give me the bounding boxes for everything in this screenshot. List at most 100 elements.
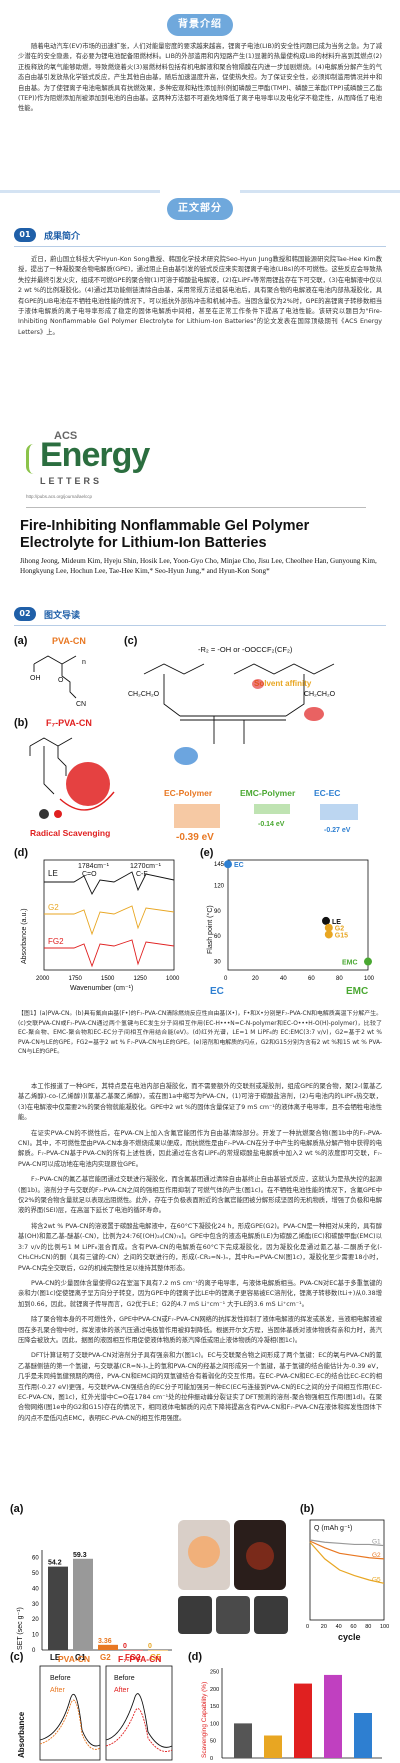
section-01-paragraph: 近日，蔚山国立科技大学Hyun-Kon Song教授、韩国化学技术研究院Seo-… [18,256,382,336]
set-bar-label: G5 [150,1653,161,1662]
section-underline-2 [14,625,386,626]
flash-tick-y: 120 [214,883,225,889]
ir-trace-le [44,871,175,895]
ec-polymer-bar [174,804,220,828]
cycle-tick: 0 [306,1624,309,1630]
divider-right [240,190,400,193]
flash-tick-y: 145 [214,862,225,868]
flash-point-label: EMC [342,960,358,967]
pva-oh-label: OH [30,675,41,682]
divider-left [0,190,160,193]
ir-series-g2: G2 [48,903,59,912]
ec-ec-bar [320,804,358,820]
journal-rule [26,507,366,508]
fig1-label-e: (e) [200,847,214,859]
journal-swoosh-icon [26,444,41,474]
set-tick: 50 [32,1571,39,1577]
flash-point-label: G15 [335,932,348,939]
cycle-series-label: G1 [372,1539,381,1546]
radical-sphere-icon [66,762,110,806]
crosslinked-structure [143,663,335,744]
set-bar [48,1566,68,1650]
set-bar-label: G1 [75,1653,86,1662]
f-radical-icon [54,810,62,818]
flash-point-label: LE [332,919,341,926]
flash-tick-x: 20 [252,976,259,982]
f7-pva-cn-structure [29,737,73,795]
flash-plot-frame [227,859,369,971]
flash-point [324,930,333,939]
cycle-tick: 60 [350,1624,356,1630]
scavenging-bar-chart: 0 50 100 150 200 250 [210,1668,382,1762]
pva-cn-label: CN [76,701,86,708]
paper-authors: Jihong Jeong, Mideum Kim, Hyeju Shin, Ho… [20,557,377,575]
cycle-tick: 80 [365,1624,371,1630]
absorb-right-before [105,1693,173,1748]
cycle-series-label: G5 [372,1576,381,1583]
body-paragraph-1: 本工作报道了一种GPE，其特点是在电池内部自凝胶化，而不需要额外的交联剂或凝胶剂… [18,1083,382,1122]
ir-tick-label: 1500 [101,976,115,982]
journal-letters: LETTERS [40,476,103,486]
absorb-right-frame [105,1665,173,1761]
burn-photo-g5 [254,1596,288,1634]
ir-series-le: LE [48,869,58,878]
paper-title: Fire-Inhibiting Nonflammable Gel Polymer… [20,518,310,551]
cycle-tick: 40 [336,1624,342,1630]
body-paragraph-6: 除了聚合物本身的不可燃性外，GPE中PVA-CN或F₇-PVA-CN网络的抗挥发… [18,1316,382,1344]
journal-name: Energy [40,436,150,474]
body-paragraph-5: PVA-CN的少量固体含量使得G2在室温下具有7.2 mS cm⁻¹的离子电导率… [18,1279,382,1308]
set-value-label: 59.3 [73,1552,87,1559]
ir-tick-label: 2000 [36,976,50,982]
section-01: 01 成果简介 近日，蔚山国立科技大学Hyun-Kon Song教授、韩国化学技… [0,228,400,338]
section-pill-main: 正文部分 [167,198,233,220]
pva-o-label: O [58,677,64,684]
paper-heading: Fire-Inhibiting Nonflammable Gel Polymer… [20,518,382,576]
ev-ec-ec: -0.27 eV [324,827,351,834]
figure-1-caption: 【图1】(a)PVA-CN。(b)具有氟自由基(F•)的F₇-PVA-CN清除燃… [18,1011,382,1056]
flash-tick-x: 100 [364,976,375,982]
set-tick: 30 [32,1602,39,1608]
scav-tick: 50 [210,1739,216,1745]
section-pill-background: 背景介绍 [167,14,233,36]
flash-tick-y: 30 [214,960,221,966]
section-title-2: 图文导读 [44,610,81,621]
scav-bar [234,1723,252,1758]
cycle-ylabel: Q (mAh g⁻¹) [314,1525,352,1532]
fig2-label-d: (d) [188,1651,202,1663]
flash-point [364,957,372,966]
flash-ticks: 0 20 40 60 80 100 30 60 90 120 145 [214,862,375,982]
radical-arrow-icon [59,791,115,811]
absorb-before-right: Before [114,1675,135,1682]
ir-xlabel: Wavenumber (cm⁻¹) [70,985,133,992]
section-number-2: 02 [14,607,36,621]
flash-tick-x: 40 [280,976,287,982]
ec-molecule-icon-2 [252,679,264,689]
cycle-line-chart: G1 G2 G5 0 20 40 60 80 100 [306,1539,389,1630]
ir-peak1b: C=O [82,871,97,878]
scav-tick: 0 [210,1756,213,1762]
absorb-right-after [105,1708,173,1752]
solvent-molecule-icon [304,707,324,721]
journal-acs: ACS [54,430,78,442]
fig1-label-d: (d) [14,847,28,859]
fig1-label-a: (a) [14,635,28,647]
body-paragraph-3: F₇-PVA-CN的氟乙基官能团通过交联进行凝胶化，而含氟基团通过清除自由基终止… [18,1176,382,1215]
scav-ylabel: Scavenging Capability (%) [201,1682,208,1758]
background-header: 背景介绍 [0,14,400,36]
absorb-before-left: Before [50,1675,71,1682]
main-header: 正文部分 [0,198,400,220]
r2-definition: -R₂ = -OH or -OOCCF₂(CF₂) [198,645,293,654]
figure-1-caption-block: 【图1】(a)PVA-CN。(b)具有氟自由基(F•)的F₇-PVA-CN清除燃… [0,1010,400,1058]
ir-plot-frame [43,859,175,971]
burn-photo-g2 [178,1596,212,1634]
solvent-affinity-label: Solvent affinity [254,679,312,688]
ir-tick-label: 1750 [69,976,83,982]
flash-ylabel: Flash point (°C) [206,905,214,954]
cycle-tick: 20 [321,1624,327,1630]
flame-icon-g1 [246,1542,274,1570]
fig2-label-b: (b) [300,1503,314,1515]
figure-1: (a) PVA-CN OH O CN n (b) F₇-PVA-CN Radic… [14,635,375,997]
set-ylabel: SET (sec g⁻¹) [17,1607,24,1650]
flash-point [322,916,330,925]
flash-tick-x: 0 [224,976,228,982]
